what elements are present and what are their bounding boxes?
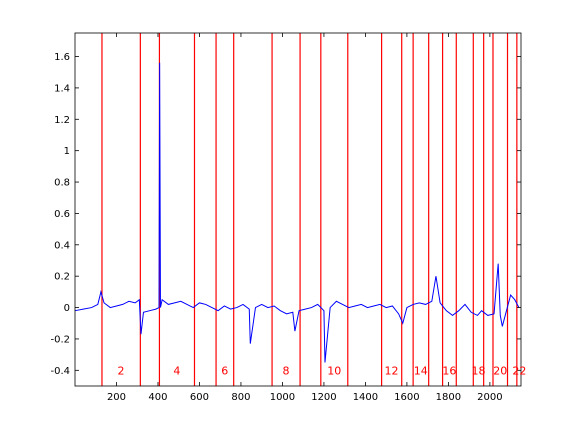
x-tick-label: 200 xyxy=(107,392,126,403)
region-labels: 2 4 6 8 10 12 14 16 18 20 22 xyxy=(118,364,527,377)
region-label-20: 20 xyxy=(493,364,507,377)
x-tick-label: 800 xyxy=(231,392,250,403)
x-tick-label: 400 xyxy=(148,392,167,403)
x-tick-label: 1200 xyxy=(311,392,336,403)
x-tick-label: 2000 xyxy=(477,392,502,403)
region-label-8: 8 xyxy=(282,364,289,377)
y-tick-label: 1.2 xyxy=(54,115,70,126)
y-tick-label: 1 xyxy=(64,146,70,157)
y-tick-label: 1.6 xyxy=(54,52,70,63)
x-tick-label: 1000 xyxy=(270,392,295,403)
y-tick-label: 0.6 xyxy=(54,209,70,220)
region-label-6: 6 xyxy=(221,364,228,377)
region-label-22: 22 xyxy=(512,364,526,377)
x-axis: 200 400 600 800 1000 1200 1400 1600 1800 2000 xyxy=(107,33,503,403)
region-label-14: 14 xyxy=(414,364,428,377)
y-tick-label: -0.2 xyxy=(50,334,70,345)
series-line-1 xyxy=(74,62,520,363)
y-tick-label: 0.4 xyxy=(54,240,70,251)
y-tick-label: 0 xyxy=(64,303,70,314)
x-tick-label: 1800 xyxy=(436,392,461,403)
x-tick-label: 1400 xyxy=(353,392,378,403)
x-tick-label: 600 xyxy=(190,392,209,403)
y-tick-label: -0.4 xyxy=(50,366,70,377)
region-boundaries xyxy=(101,33,518,386)
region-label-2: 2 xyxy=(118,364,125,377)
y-tick-label: 1.4 xyxy=(54,83,70,94)
region-label-18: 18 xyxy=(471,364,485,377)
region-label-12: 12 xyxy=(385,364,399,377)
y-tick-label: 0.2 xyxy=(54,272,70,283)
x-tick-label: 1600 xyxy=(394,392,419,403)
region-label-4: 4 xyxy=(173,364,180,377)
region-label-10: 10 xyxy=(327,364,341,377)
region-label-16: 16 xyxy=(442,364,456,377)
y-axis: -0.4 -0.2 0 0.2 0.4 0.6 0.8 1 1.2 1.4 1.6 xyxy=(50,52,521,377)
plot-frame xyxy=(74,32,522,387)
y-tick-label: 0.8 xyxy=(54,178,70,189)
data-series xyxy=(74,62,520,363)
